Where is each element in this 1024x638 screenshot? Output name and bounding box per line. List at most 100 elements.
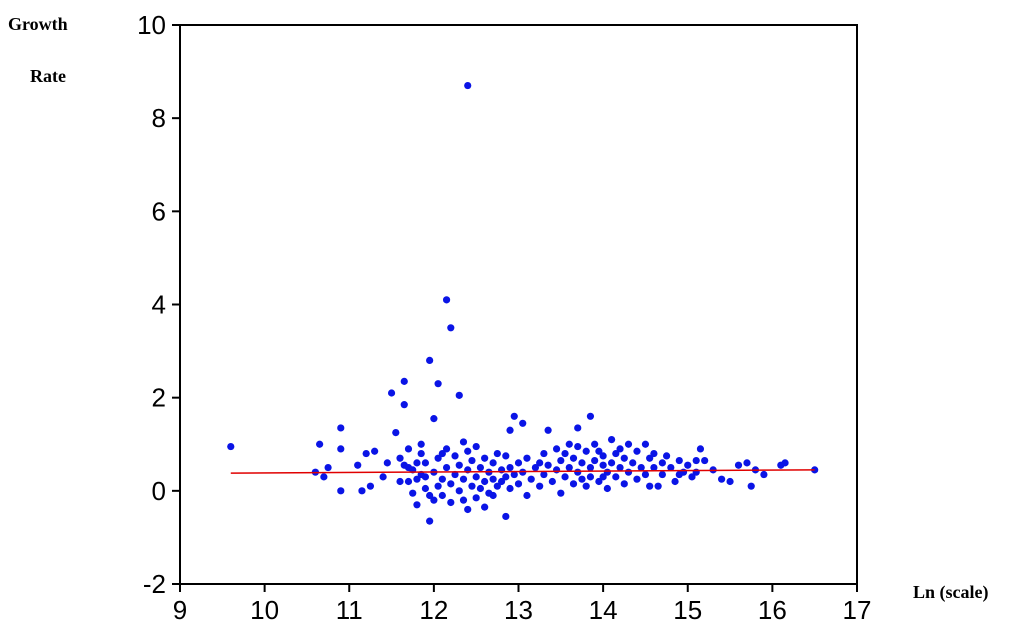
data-point — [595, 447, 603, 455]
data-point — [578, 459, 586, 467]
y-tick-label: 2 — [152, 383, 166, 413]
data-point — [514, 480, 523, 488]
data-point — [493, 482, 501, 490]
data-point — [476, 463, 485, 472]
data-point — [552, 445, 561, 453]
y-tick-label: -2 — [143, 569, 166, 599]
data-point — [468, 456, 476, 465]
data-point — [497, 466, 506, 474]
data-point — [586, 412, 595, 420]
data-point — [557, 456, 565, 465]
data-point — [633, 447, 641, 455]
data-point — [760, 470, 768, 479]
data-point — [396, 477, 404, 486]
data-point — [455, 391, 463, 399]
data-point — [354, 461, 362, 469]
data-point — [426, 356, 434, 364]
data-point — [481, 454, 489, 462]
data-point — [459, 475, 468, 483]
data-point — [426, 517, 434, 525]
data-point — [569, 480, 578, 488]
data-point — [468, 482, 476, 490]
data-point — [426, 491, 434, 500]
data-point — [519, 419, 527, 427]
data-point — [734, 461, 743, 469]
data-point — [523, 491, 531, 500]
data-point — [747, 482, 755, 490]
data-point — [489, 475, 497, 483]
data-point — [620, 480, 628, 488]
y-tick-label: 0 — [152, 476, 166, 506]
data-point — [400, 377, 408, 385]
data-point — [506, 484, 514, 493]
data-point — [506, 426, 514, 434]
data-point — [447, 498, 455, 507]
x-tick-label: 9 — [173, 595, 187, 625]
data-point — [459, 438, 468, 446]
data-point — [472, 494, 480, 502]
data-point — [430, 496, 438, 504]
data-point — [447, 480, 455, 488]
data-point — [434, 380, 442, 388]
data-point — [574, 424, 582, 432]
data-point — [413, 459, 421, 467]
data-point — [497, 477, 506, 486]
data-point — [421, 484, 430, 493]
data-point — [646, 454, 654, 462]
y-tick-label: 4 — [152, 290, 166, 320]
data-point — [227, 442, 235, 451]
data-point — [616, 463, 624, 472]
data-point — [485, 489, 493, 497]
data-point — [650, 463, 658, 472]
data-point — [371, 447, 379, 455]
data-point — [362, 449, 370, 458]
data-point — [404, 445, 413, 453]
data-point — [684, 461, 692, 469]
data-point — [620, 454, 628, 462]
data-point — [586, 463, 595, 472]
data-point — [667, 463, 675, 472]
data-point — [612, 473, 620, 481]
data-point — [641, 470, 650, 479]
data-point — [629, 459, 637, 467]
data-point — [658, 470, 666, 479]
data-point — [379, 473, 387, 481]
data-point — [531, 463, 540, 472]
data-point — [552, 466, 561, 474]
data-point — [502, 512, 510, 521]
data-point — [561, 473, 569, 481]
data-point — [603, 468, 611, 476]
data-point — [476, 484, 485, 493]
data-point — [641, 440, 650, 448]
data-point — [527, 475, 535, 483]
x-tick-label: 12 — [419, 595, 448, 625]
data-point — [536, 459, 544, 467]
data-point — [603, 484, 611, 493]
data-point — [493, 449, 501, 458]
x-tick-label: 15 — [673, 595, 702, 625]
data-point — [430, 415, 438, 423]
data-point — [383, 459, 391, 467]
data-point — [442, 463, 451, 472]
data-point — [455, 461, 463, 469]
data-point — [557, 489, 565, 497]
data-point — [616, 445, 624, 453]
data-point — [701, 456, 709, 465]
data-point — [481, 477, 489, 486]
data-point — [637, 463, 645, 472]
data-point — [510, 412, 518, 420]
data-point — [586, 473, 595, 481]
data-point — [413, 501, 421, 509]
data-point — [404, 477, 413, 486]
data-point — [502, 452, 510, 460]
data-point — [481, 503, 489, 511]
data-point — [506, 463, 514, 472]
data-point — [472, 442, 480, 451]
data-point — [718, 475, 726, 483]
x-tick-label: 10 — [250, 595, 279, 625]
data-point — [578, 475, 586, 483]
data-point — [662, 452, 671, 460]
data-point — [358, 487, 366, 495]
data-point — [366, 482, 375, 490]
